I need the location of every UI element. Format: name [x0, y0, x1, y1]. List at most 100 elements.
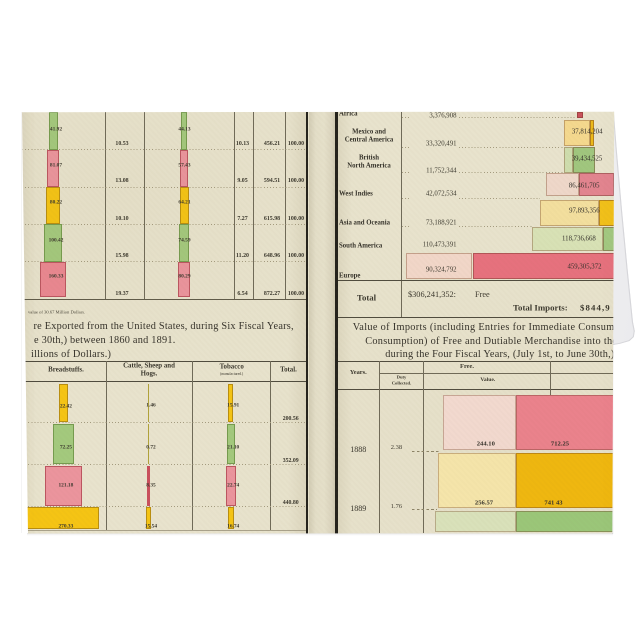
- squares-bar2-label: 57.43: [178, 162, 190, 168]
- squares-num1: 10.53: [115, 141, 128, 148]
- imports-value: 256.57: [475, 500, 493, 508]
- squares-bar-year2: [46, 187, 60, 225]
- total-imports-value: $844,9: [580, 303, 611, 312]
- region-label: Central America: [345, 136, 394, 144]
- commodity-bar-breadstuffs: [59, 383, 68, 423]
- bl-rowline: [22, 464, 306, 466]
- bl-divider: [105, 361, 107, 531]
- atlas-page-gutter: [309, 112, 335, 534]
- tl-bottom: [22, 299, 308, 301]
- imports-duty: 2.38: [391, 444, 402, 451]
- commodity-total: 200.56: [283, 416, 299, 423]
- tr-bottom: [337, 316, 615, 319]
- commodity-bar-label: 121.18: [58, 482, 73, 488]
- region-label: Africa: [339, 112, 358, 119]
- squares-num4: 100.00: [288, 291, 304, 298]
- total-imports-label: Total Imports:: [513, 303, 568, 312]
- imports-free-total: $306,241,352:: [408, 290, 456, 299]
- squares-bar2-label: 74.59: [178, 237, 190, 243]
- commodity-total: 352.09: [283, 458, 299, 465]
- squares-num2: 9.05: [237, 179, 247, 185]
- region-bar-free: [532, 227, 603, 252]
- commodity-bar-tobacco: [228, 383, 234, 423]
- left-page-border: [305, 112, 308, 534]
- region-amount: 42,072,534: [426, 190, 457, 198]
- region-label: Asia and Oceania: [339, 220, 390, 228]
- squares-num1: 13.08: [115, 179, 128, 185]
- col-header-tobacco: Tobacco: [220, 363, 244, 371]
- commodity-bar-tobacco: [226, 423, 235, 465]
- imports-year: 1889: [350, 504, 366, 513]
- region-leader: [402, 146, 411, 148]
- header-value: Value.: [480, 378, 495, 384]
- squares-num2: 6.54: [237, 291, 247, 298]
- imports-total-label: Total: [357, 293, 376, 302]
- bl-rowline: [22, 422, 306, 424]
- card-left-shadow: [21, 112, 23, 533]
- region-leader: [402, 172, 411, 174]
- region-leader: [402, 117, 411, 119]
- commodity-bar-label: 21.10: [227, 444, 239, 450]
- region-value: 37,814,204: [572, 129, 603, 137]
- tl-divider: [285, 112, 287, 300]
- bl-divider: [270, 361, 272, 531]
- col-header-total: Total.: [280, 367, 297, 375]
- commodity-bar-tobacco: [225, 465, 236, 507]
- imports-duty: 1.76: [391, 503, 402, 511]
- commodity-bar-breadstuffs: [22, 507, 99, 530]
- region-bar-dutiable: [590, 120, 595, 147]
- region-leader: [402, 197, 411, 199]
- left-caption-line1: re Exported from the United States, duri…: [34, 321, 294, 332]
- region-bar-dutiable: [578, 173, 614, 197]
- commodity-bar-cattle: [146, 507, 151, 530]
- region-amount: 33,320,491: [426, 141, 457, 149]
- commodity-bar-label: 72.25: [60, 444, 72, 450]
- region-bar-dutiable: [598, 200, 615, 227]
- br-rowline: [412, 508, 437, 510]
- squares-bar-year3: [43, 224, 63, 262]
- squares-bar-label: 80.22: [50, 200, 62, 206]
- imports-free-word: Free: [475, 290, 490, 299]
- squares-num4: 100.00: [288, 216, 304, 223]
- squares-bar2-year3: [179, 224, 189, 262]
- squares-bar2-label: 80.29: [178, 273, 190, 279]
- commodity-bar-label: 22.74: [227, 483, 239, 489]
- region-label: North America: [347, 162, 391, 170]
- region-bar-free: [563, 147, 573, 173]
- tl-divider: [144, 112, 146, 300]
- left-page-gutter-shade: [288, 112, 307, 534]
- region-leader: [459, 146, 564, 148]
- squares-bar2-year0: [180, 112, 188, 150]
- squares-bar-year1: [46, 149, 60, 187]
- squares-num2: 7.27: [237, 216, 247, 223]
- squares-num3: 648.96: [264, 253, 280, 260]
- card-bottom-shadow: [27, 533, 613, 537]
- imports-bar-free: [438, 452, 516, 508]
- right-page-border: [334, 112, 338, 534]
- tl-rowline: [22, 149, 307, 151]
- tr-label-divider: [401, 112, 403, 318]
- squares-num1: 15.98: [115, 253, 128, 260]
- header-duty-line1: Duty: [397, 375, 407, 381]
- region-bar-dutiable: [603, 227, 615, 252]
- region-value: 86,461,705: [569, 183, 600, 190]
- region-value: 39,434,525: [572, 156, 603, 164]
- commodity-total: 440.80: [283, 500, 299, 507]
- region-bar-dutiable: [472, 253, 615, 279]
- imports-year: 1890: [350, 0, 367, 9]
- col-header-tobacco-sub: (manufactured.): [220, 372, 243, 377]
- region-bar-dutiable: [576, 112, 583, 118]
- bl-divider: [191, 361, 193, 531]
- region-leader: [459, 117, 577, 119]
- region-bar-free: [405, 253, 473, 279]
- region-label: British: [359, 155, 379, 163]
- right-caption-line1: Value of Imports (including Entries for …: [353, 322, 615, 333]
- left-footnote: value of 30.67 Million Dollars.: [28, 310, 85, 315]
- squares-bar2-year1: [180, 149, 188, 187]
- tl-divider: [252, 112, 254, 300]
- col-header-cattle-line1: Cattle, Sheep and: [123, 363, 175, 371]
- region-bar-free: [539, 200, 599, 227]
- br-divider-duty: [422, 361, 424, 534]
